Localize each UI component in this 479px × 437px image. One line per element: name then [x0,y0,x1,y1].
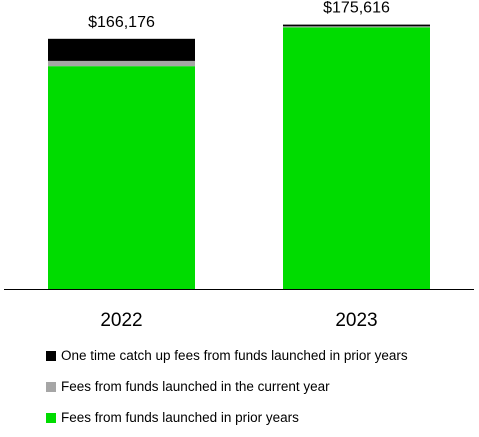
bar-2023-segment-2 [283,24,430,27]
bars-layer [48,24,430,290]
bar-2022-segment-2 [48,38,195,61]
stacked-bar-chart: $166,176 $175,616 [4,0,474,290]
x-tick-label-2022: 2022 [100,310,142,331]
legend-label-prior-years-fees: Fees from funds launched in prior years [61,410,299,425]
x-tick-label-2023: 2023 [335,310,377,331]
bar-2023-segment-0 [283,27,430,290]
bar-2022-segment-0 [48,66,195,289]
bar-2022-segment-1 [48,60,195,67]
legend-swatch-catch-up-fees [46,350,56,361]
legend-label-catch-up-fees: One time catch up fees from funds launch… [61,348,408,363]
legend: One time catch up fees from funds launch… [46,340,471,433]
legend-label-current-year-fees: Fees from funds launched in the current … [61,379,330,394]
legend-swatch-prior-years-fees [46,412,56,423]
ticks-layer: 2022 2023 [100,310,377,331]
bar-2023-segment-1 [283,26,430,28]
total-label-2023: $175,616 [323,0,390,17]
labels-layer: $166,176 $175,616 [88,0,390,31]
legend-swatch-current-year-fees [46,381,56,392]
total-label-2022: $166,176 [88,14,155,31]
x-axis-ticks: 2022 2023 [100,310,377,331]
legend-item-prior-years-fees: Fees from funds launched in prior years [46,402,471,433]
legend-item-current-year-fees: Fees from funds launched in the current … [46,371,471,402]
legend-item-catch-up-fees: One time catch up fees from funds launch… [46,340,471,371]
